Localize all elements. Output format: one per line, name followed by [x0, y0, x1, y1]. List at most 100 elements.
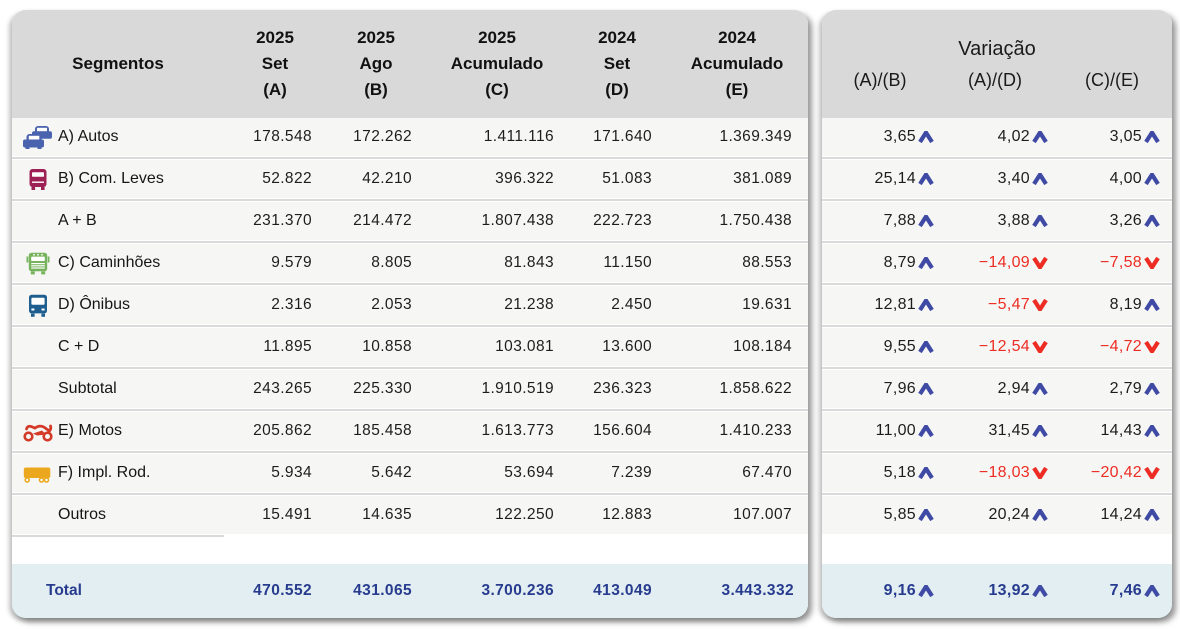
variation-cell: −5,47: [938, 296, 1052, 314]
value-cell: 381.089: [733, 170, 792, 187]
segments-table: Segmentos 2025 Set (A) 2025 Ago (B) 2025…: [12, 10, 808, 618]
variation-value: 13,92: [988, 582, 1030, 599]
variation-value: 3,05: [1109, 128, 1142, 145]
segment-label: D) Ônibus: [58, 296, 131, 313]
variation-value: 7,88: [883, 212, 916, 229]
value-cell: 1.410.233: [719, 422, 792, 439]
variation-cell: 3,88: [938, 212, 1052, 230]
trend-up-icon: [918, 424, 934, 437]
variation-table-body: 3,65 4,02 3,05 25,14 3,40 4,00 7,88 3,88 3,26 8,7…: [822, 118, 1172, 534]
variation-table-header: Variação (A)/(B) (A)/(D) (C)/(E): [822, 10, 1172, 118]
row-divider: [12, 534, 224, 538]
trend-up-icon: [918, 214, 934, 227]
trend-down-icon: [1144, 466, 1160, 479]
total-value-cell: 470.552: [253, 582, 312, 599]
variation-value: 3,88: [997, 212, 1030, 229]
variation-row: 9,55 −12,54 −4,72: [822, 328, 1172, 366]
trend-up-icon: [918, 340, 934, 353]
variation-cell: 9,55: [822, 338, 938, 356]
variation-value: −7,58: [1100, 254, 1142, 271]
segment-label: Subtotal: [58, 380, 117, 397]
trend-up-icon: [1144, 508, 1160, 521]
segment-cell: C) Caminhões: [12, 244, 224, 282]
variation-value: −20,42: [1090, 464, 1142, 481]
total-label: Total: [46, 582, 82, 599]
variation-value: 7,96: [883, 380, 916, 397]
light-commercial-icon: [20, 168, 56, 190]
segment-cell: D) Ônibus: [12, 286, 224, 324]
value-cell: 9.579: [271, 254, 312, 271]
value-cell: 15.491: [262, 506, 312, 523]
variation-value: 20,24: [988, 506, 1030, 523]
row-divider: [12, 324, 808, 328]
value-cell: 156.604: [593, 422, 652, 439]
variation-cell: 8,19: [1052, 296, 1172, 314]
total-row: Total 470.552 431.065 3.700.236 413.049 …: [12, 564, 808, 618]
column-header-b: 2025 Ago (B): [326, 25, 426, 103]
variation-value: 4,00: [1109, 170, 1142, 187]
variation-cell: −12,54: [938, 338, 1052, 356]
variation-row: 5,85 20,24 14,24: [822, 496, 1172, 534]
variation-value: 31,45: [988, 422, 1030, 439]
value-cell: 396.322: [495, 170, 554, 187]
value-cell: 8.805: [371, 254, 412, 271]
variation-table: Variação (A)/(B) (A)/(D) (C)/(E) 3,65 4,0…: [822, 10, 1172, 618]
row-divider: [12, 282, 808, 286]
table-row: C) Caminhões 9.579 8.805 81.843 11.150 88.553: [12, 244, 808, 282]
trend-up-icon: [918, 508, 934, 521]
value-cell: 222.723: [593, 212, 652, 229]
variation-cell: 3,05: [1052, 128, 1172, 146]
header-line: (D): [605, 80, 629, 99]
row-divider: [822, 198, 1172, 202]
table-row: A) Autos 178.548 172.262 1.411.116 171.640 1.…: [12, 118, 808, 156]
segment-cell: E) Motos: [12, 412, 224, 450]
motorcycle-icon: [20, 420, 56, 442]
row-divider: [12, 408, 808, 412]
value-cell: 21.238: [504, 296, 554, 313]
value-cell: 81.843: [504, 254, 554, 271]
variation-value: −14,09: [978, 254, 1030, 271]
variation-row: 7,96 2,94 2,79: [822, 370, 1172, 408]
value-cell: 205.862: [253, 422, 312, 439]
variation-cell: 9,16: [822, 582, 938, 600]
header-line: (E): [725, 80, 749, 99]
value-cell: 1.910.519: [481, 380, 554, 397]
value-cell: 231.370: [253, 212, 312, 229]
value-cell: 13.600: [602, 338, 652, 355]
variation-cell: 8,79: [822, 254, 938, 272]
trend-down-icon: [1144, 256, 1160, 269]
trend-down-icon: [1032, 340, 1048, 353]
trend-up-icon: [918, 172, 934, 185]
segment-label: B) Com. Leves: [58, 170, 164, 187]
segment-cell: Outros: [12, 496, 224, 534]
trend-up-icon: [918, 130, 934, 143]
header-line: Ago: [359, 54, 393, 73]
row-divider: [822, 240, 1172, 244]
variation-value: 5,85: [883, 506, 916, 523]
trend-up-icon: [918, 256, 934, 269]
value-cell: 178.548: [253, 128, 312, 145]
value-cell: 2.316: [271, 296, 312, 313]
variation-value: 12,81: [874, 296, 916, 313]
variation-value: 11,00: [875, 422, 916, 439]
value-cell: 122.250: [495, 506, 554, 523]
segment-cell: C + D: [12, 328, 224, 366]
row-divider: [822, 366, 1172, 370]
variation-value: 14,24: [1100, 506, 1142, 523]
variation-cell: 11,00: [822, 422, 938, 440]
trend-up-icon: [1144, 382, 1160, 395]
row-divider: [822, 408, 1172, 412]
table-row: F) Impl. Rod. 5.934 5.642 53.694 7.239 67.470: [12, 454, 808, 492]
row-divider: [822, 492, 1172, 496]
column-header-segments: Segmentos: [72, 54, 164, 73]
segments-table-body: A) Autos 178.548 172.262 1.411.116 171.640 1.…: [12, 118, 808, 538]
table-row: D) Ônibus 2.316 2.053 21.238 2.450 19.631: [12, 286, 808, 324]
value-cell: 185.458: [353, 422, 412, 439]
value-cell: 108.184: [733, 338, 792, 355]
variation-cell: 4,02: [938, 128, 1052, 146]
variation-value: 2,94: [997, 380, 1030, 397]
variation-value: 3,65: [883, 128, 916, 145]
value-cell: 5.642: [371, 464, 412, 481]
variation-total-row: 9,16 13,92 7,46: [822, 564, 1172, 618]
